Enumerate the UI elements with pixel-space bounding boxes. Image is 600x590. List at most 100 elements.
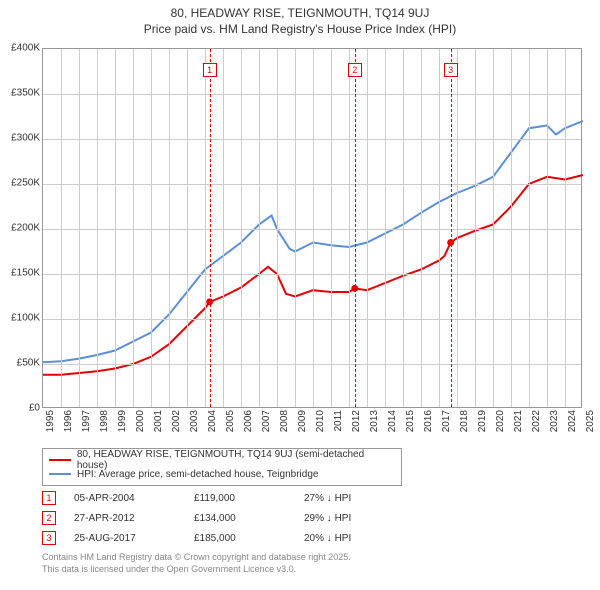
gridline-vertical xyxy=(259,49,260,407)
x-axis-tick-label: 2010 xyxy=(315,410,326,432)
x-axis-tick-label: 2020 xyxy=(495,410,506,432)
y-axis-tick-label: £400K xyxy=(0,43,40,54)
x-axis-tick-label: 2019 xyxy=(477,410,488,432)
license-line2: This data is licensed under the Open Gov… xyxy=(42,564,351,576)
sale-marker-line xyxy=(210,49,211,407)
gridline-vertical xyxy=(205,49,206,407)
gridline-vertical xyxy=(475,49,476,407)
x-axis-tick-label: 2001 xyxy=(153,410,164,432)
gridline-vertical xyxy=(439,49,440,407)
legend-label: HPI: Average price, semi-detached house,… xyxy=(77,469,318,480)
gridline-horizontal xyxy=(43,364,581,365)
x-axis-tick-label: 1997 xyxy=(81,410,92,432)
x-axis-tick-label: 2015 xyxy=(405,410,416,432)
x-axis-tick-label: 2008 xyxy=(279,410,290,432)
x-axis-tick-label: 2017 xyxy=(441,410,452,432)
x-axis-tick-label: 2006 xyxy=(243,410,254,432)
legend-box: 80, HEADWAY RISE, TEIGNMOUTH, TQ14 9UJ (… xyxy=(42,448,402,486)
x-axis-tick-label: 2003 xyxy=(189,410,200,432)
gridline-vertical xyxy=(313,49,314,407)
gridline-vertical xyxy=(529,49,530,407)
gridline-vertical xyxy=(367,49,368,407)
sale-row-diff: 27% ↓ HPI xyxy=(304,493,404,504)
gridline-horizontal xyxy=(43,184,581,185)
gridline-horizontal xyxy=(43,139,581,140)
x-axis-tick-label: 2002 xyxy=(171,410,182,432)
gridline-vertical xyxy=(403,49,404,407)
sale-row-diff: 20% ↓ HPI xyxy=(304,533,404,544)
chart-plot-area: 1 2 3 xyxy=(42,48,582,408)
gridline-horizontal xyxy=(43,229,581,230)
y-axis-tick-label: £0 xyxy=(0,403,40,414)
y-axis-tick-label: £300K xyxy=(0,133,40,144)
sale-row-badge: 1 xyxy=(42,491,56,505)
gridline-vertical xyxy=(349,49,350,407)
gridline-vertical xyxy=(79,49,80,407)
gridline-vertical xyxy=(511,49,512,407)
x-axis-tick-label: 2016 xyxy=(423,410,434,432)
sale-row-price: £119,000 xyxy=(194,493,304,504)
gridline-vertical xyxy=(97,49,98,407)
gridline-vertical xyxy=(331,49,332,407)
y-axis-tick-label: £100K xyxy=(0,313,40,324)
sale-marker-line xyxy=(451,49,452,407)
sales-table: 1 05-APR-2004£119,00027% ↓ HPI 227-APR-201… xyxy=(42,488,404,548)
x-axis-tick-label: 2013 xyxy=(369,410,380,432)
chart-title-line2: Price paid vs. HM Land Registry's House … xyxy=(0,22,600,38)
y-axis-tick-label: £150K xyxy=(0,268,40,279)
x-axis-tick-label: 1999 xyxy=(117,410,128,432)
x-axis-tick-label: 2014 xyxy=(387,410,398,432)
gridline-vertical xyxy=(223,49,224,407)
y-axis-tick-label: £250K xyxy=(0,178,40,189)
x-axis-tick-label: 2009 xyxy=(297,410,308,432)
gridline-horizontal xyxy=(43,94,581,95)
gridline-vertical xyxy=(133,49,134,407)
gridline-vertical xyxy=(61,49,62,407)
gridline-horizontal xyxy=(43,319,581,320)
gridline-vertical xyxy=(169,49,170,407)
sale-row-date: 05-APR-2004 xyxy=(74,493,194,504)
gridline-vertical xyxy=(547,49,548,407)
x-axis-tick-label: 2000 xyxy=(135,410,146,432)
x-axis-tick-label: 2007 xyxy=(261,410,272,432)
sale-row: 227-APR-2012£134,00029% ↓ HPI xyxy=(42,508,404,528)
x-axis-tick-label: 2024 xyxy=(567,410,578,432)
x-axis-tick-label: 2018 xyxy=(459,410,470,432)
legend-swatch xyxy=(49,473,71,475)
sale-row-price: £134,000 xyxy=(194,513,304,524)
gridline-vertical xyxy=(385,49,386,407)
x-axis-tick-label: 1998 xyxy=(99,410,110,432)
gridline-vertical xyxy=(277,49,278,407)
x-axis-tick-label: 2023 xyxy=(549,410,560,432)
x-axis-tick-label: 1995 xyxy=(45,410,56,432)
sale-row-date: 25-AUG-2017 xyxy=(74,533,194,544)
y-axis-tick-label: £50K xyxy=(0,358,40,369)
gridline-vertical xyxy=(295,49,296,407)
gridline-vertical xyxy=(187,49,188,407)
gridline-vertical xyxy=(241,49,242,407)
gridline-vertical xyxy=(151,49,152,407)
sale-marker-badge: 1 xyxy=(203,63,217,77)
gridline-vertical xyxy=(421,49,422,407)
y-axis-tick-label: £200K xyxy=(0,223,40,234)
x-axis-tick-label: 2004 xyxy=(207,410,218,432)
sale-row: 1 05-APR-2004£119,00027% ↓ HPI xyxy=(42,488,404,508)
x-axis-tick-label: 2011 xyxy=(333,410,344,432)
sale-marker-badge: 3 xyxy=(444,63,458,77)
x-axis-tick-label: 2022 xyxy=(531,410,542,432)
sale-marker-badge: 2 xyxy=(348,63,362,77)
x-axis-tick-label: 2021 xyxy=(513,410,524,432)
sale-row: 325-AUG-2017£185,00020% ↓ HPI xyxy=(42,528,404,548)
x-axis-tick-label: 2012 xyxy=(351,410,362,432)
legend-item: 80, HEADWAY RISE, TEIGNMOUTH, TQ14 9UJ (… xyxy=(49,453,395,467)
chart-svg xyxy=(43,49,581,407)
gridline-vertical xyxy=(115,49,116,407)
x-axis-tick-label: 2025 xyxy=(585,410,596,432)
gridline-vertical xyxy=(565,49,566,407)
y-axis-tick-label: £350K xyxy=(0,88,40,99)
gridline-vertical xyxy=(493,49,494,407)
sale-marker-line xyxy=(355,49,356,407)
sale-row-price: £185,000 xyxy=(194,533,304,544)
x-axis-tick-label: 1996 xyxy=(63,410,74,432)
gridline-horizontal xyxy=(43,274,581,275)
